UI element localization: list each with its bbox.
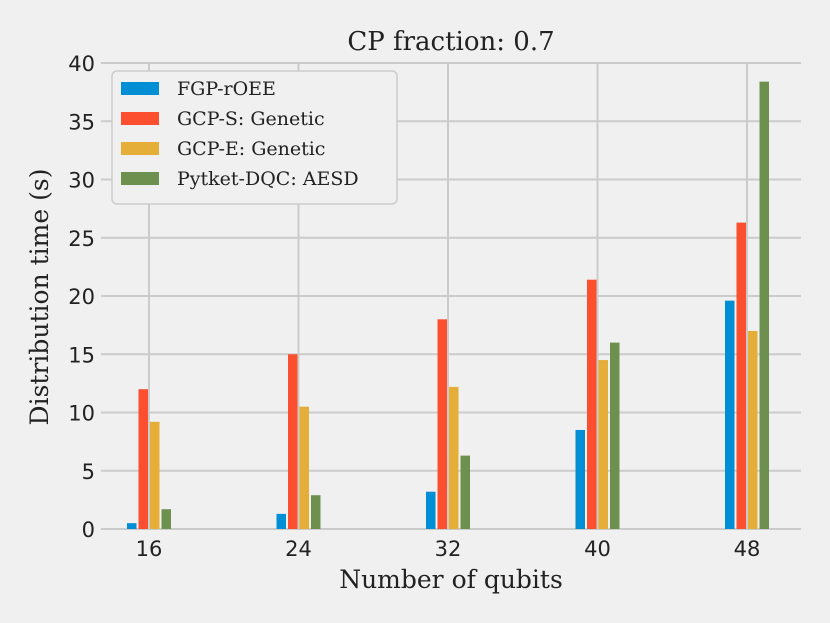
bar-pytket-dqc-aesd-24 — [311, 495, 321, 529]
legend-label: GCP-S: Genetic — [177, 108, 325, 130]
bar-pytket-dqc-aesd-40 — [610, 342, 620, 529]
y-tick-label: 5 — [82, 460, 95, 484]
bar-fgp-roee-24 — [276, 513, 286, 529]
y-tick-labels: 0 5 10 15 20 25 30 35 40 — [68, 52, 95, 542]
bar-gcp-e-genetic-24 — [299, 406, 309, 529]
bar-pytket-dqc-aesd-16 — [161, 509, 171, 529]
legend-swatch — [121, 142, 159, 155]
x-tick-label: 48 — [734, 537, 761, 561]
legend-swatch — [121, 112, 159, 125]
bar-pytket-dqc-aesd-48 — [759, 81, 769, 529]
x-tick-labels: 16 24 32 40 48 — [136, 537, 761, 561]
y-tick-label: 25 — [68, 227, 95, 251]
bar-fgp-roee-32 — [426, 491, 436, 529]
x-tick-label: 40 — [584, 537, 611, 561]
bar-fgp-roee-16 — [127, 523, 137, 529]
y-tick-label: 0 — [82, 518, 95, 542]
y-tick-label: 20 — [68, 285, 95, 309]
bar-gcp-e-genetic-40 — [598, 360, 608, 529]
bar-gcp-s-genetic-40 — [587, 279, 597, 529]
x-tick-label: 24 — [285, 537, 312, 561]
legend-label: FGP-rOEE — [177, 78, 276, 100]
legend-box — [111, 70, 398, 205]
y-tick-label: 10 — [68, 402, 95, 426]
x-axis-label: Number of qubits — [339, 565, 563, 594]
bar-gcp-s-genetic-48 — [736, 222, 746, 530]
chart-title: CP fraction: 0.7 — [347, 27, 554, 57]
legend-label: GCP-E: Genetic — [177, 138, 325, 160]
legend-swatch — [121, 172, 159, 185]
bar-pytket-dqc-aesd-32 — [460, 455, 470, 529]
y-tick-label: 30 — [68, 169, 95, 193]
legend-swatch — [121, 82, 159, 95]
x-tick-label: 16 — [136, 537, 163, 561]
bar-gcp-e-genetic-48 — [748, 330, 758, 529]
bars — [127, 81, 769, 530]
y-axis-label: Distribution time (s) — [25, 169, 54, 426]
bar-fgp-roee-48 — [725, 300, 735, 529]
y-tick-label: 15 — [68, 343, 95, 367]
bar-fgp-roee-40 — [575, 429, 585, 529]
y-tick-label: 40 — [68, 52, 95, 76]
x-tick-label: 32 — [435, 537, 462, 561]
bar-gcp-e-genetic-16 — [150, 421, 160, 529]
bar-gcp-e-genetic-32 — [449, 386, 459, 529]
legend-label: Pytket-DQC: AESD — [177, 168, 359, 190]
bar-gcp-s-genetic-16 — [138, 389, 148, 529]
y-tick-label: 35 — [68, 110, 95, 134]
bar-gcp-s-genetic-32 — [437, 319, 447, 529]
bar-gcp-s-genetic-24 — [288, 354, 298, 529]
legend: FGP-rOEE GCP-S: Genetic GCP-E: Genetic Pytk… — [111, 70, 398, 205]
